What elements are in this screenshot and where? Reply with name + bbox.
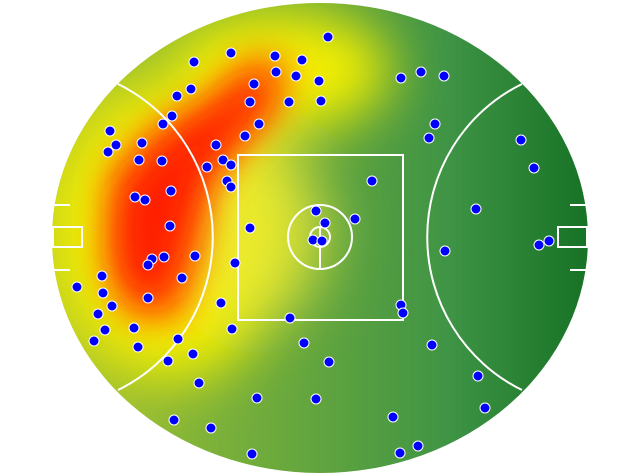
point [142, 292, 154, 304]
point [533, 239, 545, 251]
point [188, 56, 200, 68]
point [310, 205, 322, 217]
point [313, 75, 325, 87]
point [193, 377, 205, 389]
point [136, 137, 148, 149]
point [225, 159, 237, 171]
point [439, 245, 451, 257]
point [316, 235, 328, 247]
point [251, 392, 263, 404]
point [166, 110, 178, 122]
point [296, 54, 308, 66]
point [165, 185, 177, 197]
point [515, 134, 527, 146]
point [156, 155, 168, 167]
point [215, 297, 227, 309]
point [129, 191, 141, 203]
point [158, 251, 170, 263]
point [412, 440, 424, 452]
point [323, 356, 335, 368]
point [479, 402, 491, 414]
points [71, 31, 555, 460]
point [322, 31, 334, 43]
point [319, 217, 331, 229]
point [307, 234, 319, 246]
point [110, 139, 122, 151]
point [239, 130, 251, 142]
point [102, 146, 114, 158]
point [472, 370, 484, 382]
point [185, 83, 197, 95]
point [426, 339, 438, 351]
point [284, 312, 296, 324]
point [229, 257, 241, 269]
point [253, 118, 265, 130]
point [225, 47, 237, 59]
point [210, 139, 222, 151]
point [283, 96, 295, 108]
point [387, 411, 399, 423]
point [394, 447, 406, 459]
point [162, 355, 174, 367]
point [310, 393, 322, 405]
point [104, 125, 116, 137]
point [397, 307, 409, 319]
point [132, 341, 144, 353]
point [172, 333, 184, 345]
point [395, 72, 407, 84]
point [269, 50, 281, 62]
point [88, 335, 100, 347]
point [106, 300, 118, 312]
point [349, 213, 361, 225]
point [423, 132, 435, 144]
point [92, 308, 104, 320]
point [176, 272, 188, 284]
point [164, 220, 176, 232]
point [168, 414, 180, 426]
point [225, 181, 237, 193]
point [189, 250, 201, 262]
point [315, 95, 327, 107]
point [99, 324, 111, 336]
point [429, 118, 441, 130]
point [366, 175, 378, 187]
field-lines [52, 83, 588, 391]
point [187, 348, 199, 360]
point [97, 287, 109, 299]
point [298, 337, 310, 349]
point [543, 235, 555, 247]
point [246, 448, 258, 460]
point [244, 96, 256, 108]
point [470, 203, 482, 215]
point [71, 281, 83, 293]
point [205, 422, 217, 434]
point [438, 70, 450, 82]
point [139, 194, 151, 206]
point [226, 323, 238, 335]
point [96, 270, 108, 282]
point [142, 259, 154, 271]
point [415, 66, 427, 78]
point [133, 154, 145, 166]
point [244, 222, 256, 234]
point [217, 154, 229, 166]
point [128, 322, 140, 334]
point [248, 78, 260, 90]
point [201, 161, 213, 173]
point [290, 70, 302, 82]
point [171, 90, 183, 102]
point [528, 162, 540, 174]
point [270, 66, 282, 78]
point [157, 118, 169, 130]
